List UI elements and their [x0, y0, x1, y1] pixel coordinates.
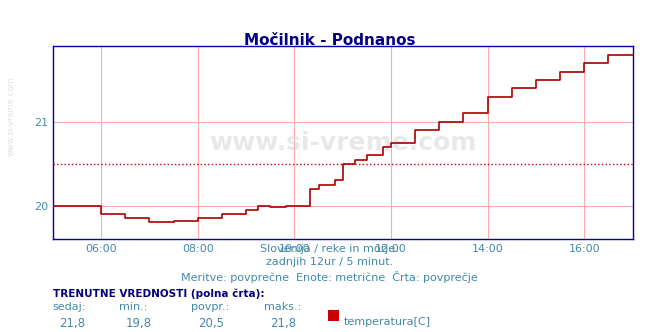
Text: min.:: min.:: [119, 302, 147, 312]
Text: temperatura[C]: temperatura[C]: [344, 317, 431, 327]
Text: Močilnik - Podnanos: Močilnik - Podnanos: [244, 33, 415, 48]
Text: povpr.:: povpr.:: [191, 302, 229, 312]
Text: 21,8: 21,8: [270, 317, 297, 330]
Text: Meritve: povprečne  Enote: metrične  Črta: povprečje: Meritve: povprečne Enote: metrične Črta:…: [181, 271, 478, 283]
Text: maks.:: maks.:: [264, 302, 301, 312]
Text: www.si-vreme.com: www.si-vreme.com: [7, 76, 16, 156]
Text: Slovenija / reke in morje.: Slovenija / reke in morje.: [260, 244, 399, 254]
Text: zadnjih 12ur / 5 minut.: zadnjih 12ur / 5 minut.: [266, 257, 393, 267]
Text: sedaj:: sedaj:: [53, 302, 86, 312]
Text: www.si-vreme.com: www.si-vreme.com: [209, 131, 476, 155]
Text: 19,8: 19,8: [125, 317, 152, 330]
Text: 20,5: 20,5: [198, 317, 223, 330]
Text: 21,8: 21,8: [59, 317, 86, 330]
Text: TRENUTNE VREDNOSTI (polna črta):: TRENUTNE VREDNOSTI (polna črta):: [53, 289, 264, 299]
